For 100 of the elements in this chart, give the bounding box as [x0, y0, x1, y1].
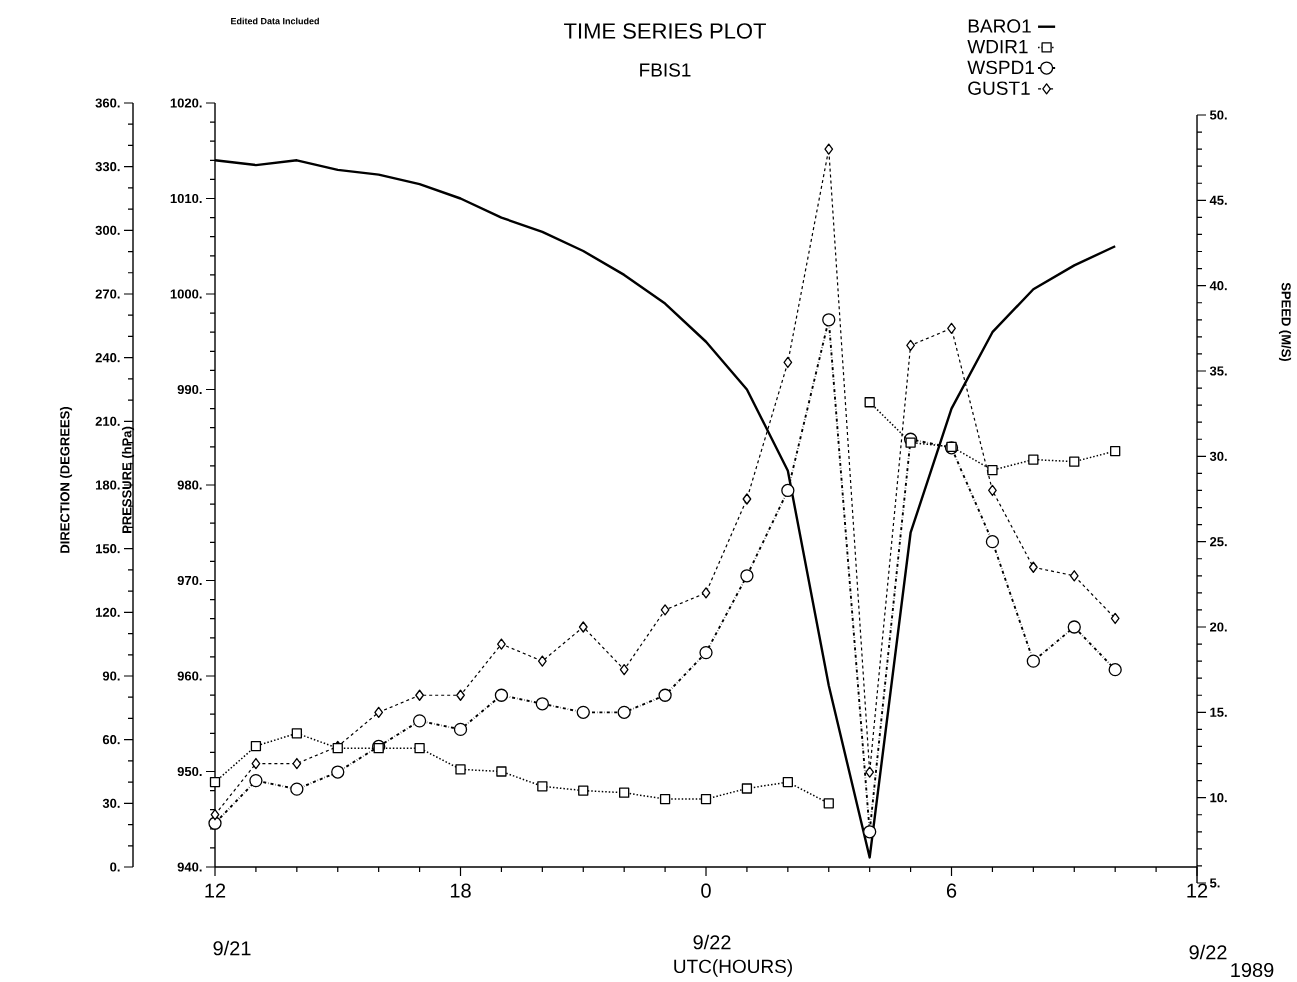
point	[823, 798, 834, 809]
y-tick-label: 120.	[95, 607, 120, 617]
y3-tick-label: 970.	[177, 575, 202, 586]
point	[619, 664, 629, 676]
y-tick-label: 270.	[95, 289, 120, 299]
y2-tick-label: 30.	[1209, 451, 1227, 461]
y3-tick-label: 1000.	[170, 289, 202, 299]
y2-tick-label: 20.	[1210, 622, 1227, 632]
point	[864, 397, 875, 408]
y3-tick-label: 1020.	[170, 98, 202, 108]
y2-tick-label: 15.	[1210, 707, 1227, 717]
point	[1067, 620, 1081, 634]
point	[783, 356, 793, 369]
point	[578, 785, 589, 796]
point	[985, 535, 1000, 549]
point	[1026, 654, 1040, 668]
y-tick-label: 360.	[95, 98, 120, 108]
y3-tick-label: 990.	[177, 384, 202, 395]
point	[742, 493, 752, 505]
y3-tick-label: 940.	[177, 862, 202, 872]
point	[865, 766, 875, 778]
point	[291, 728, 302, 739]
point	[700, 793, 712, 805]
point	[210, 809, 220, 821]
point	[741, 783, 753, 794]
point	[249, 773, 263, 788]
point	[208, 816, 222, 830]
text: 9/22	[693, 934, 731, 950]
point	[658, 688, 672, 702]
y3-axis-title: PRESSURE (hPa)	[121, 426, 135, 533]
point	[781, 483, 795, 498]
x-tick-label: 0	[701, 883, 711, 898]
y2-tick-label: 50.	[1209, 110, 1227, 120]
y2-axis-title: SPEED (M/S)	[1278, 282, 1292, 362]
point	[414, 743, 425, 754]
y-tick-label: 150.	[95, 544, 120, 554]
point	[863, 825, 877, 839]
point	[537, 655, 547, 667]
point	[453, 722, 468, 737]
point	[535, 697, 549, 711]
x-tick-label: 6	[946, 883, 957, 898]
point	[1110, 612, 1120, 625]
point	[660, 604, 670, 616]
x-tick-label: 18	[450, 883, 471, 898]
point	[373, 743, 384, 754]
x-axis-title: UTC(HOURS)	[674, 959, 792, 977]
point	[292, 757, 302, 770]
y-tick-label: 0.	[110, 862, 120, 872]
point	[1069, 570, 1079, 582]
point	[905, 437, 916, 448]
y3-tick-label: 950.	[177, 766, 202, 777]
legend-label: BARO1	[968, 19, 1031, 33]
y3-tick-label: 980.	[177, 480, 202, 490]
point	[496, 766, 507, 777]
y2-tick-label: 45.	[1209, 195, 1227, 205]
point	[209, 776, 221, 788]
point	[374, 706, 384, 718]
x-tick-label: 12	[1187, 883, 1208, 898]
text: 9/22	[1189, 944, 1227, 960]
point	[455, 764, 466, 775]
point	[537, 781, 548, 792]
point	[782, 776, 793, 788]
y-axis-title: DIRECTION (DEGREES)	[59, 406, 73, 553]
point	[740, 569, 754, 583]
y2-tick-label: 5.	[1209, 878, 1220, 888]
point	[1028, 454, 1039, 465]
point	[1028, 561, 1038, 573]
point	[415, 689, 424, 701]
y-tick-label: 210.	[95, 416, 120, 426]
y-tick-label: 330.	[95, 162, 120, 172]
chart-title: TIME SERIES PLOT	[564, 23, 766, 39]
point	[701, 587, 711, 599]
point	[494, 688, 509, 702]
point	[290, 782, 304, 796]
point	[1110, 445, 1121, 457]
text: 9/21	[213, 940, 251, 956]
y-tick-label: 30.	[102, 798, 120, 808]
y-tick-label: 240.	[95, 353, 120, 363]
point	[619, 787, 630, 798]
y2-tick-label: 40.	[1209, 281, 1227, 291]
y-tick-label: 90.	[102, 671, 120, 681]
point	[947, 322, 956, 334]
x-tick-label: 12	[205, 883, 226, 898]
y2-tick-label: 35.	[1209, 366, 1227, 376]
y3-tick-label: 960.	[177, 671, 202, 681]
text: Edited Data Included	[231, 17, 319, 25]
legend-label: GUST1	[968, 81, 1030, 95]
point	[250, 740, 262, 752]
point	[699, 645, 713, 660]
point	[659, 793, 671, 805]
text: 1989	[1231, 962, 1274, 978]
legend-label: WDIR1	[967, 40, 1028, 54]
point	[251, 757, 261, 770]
point	[331, 765, 345, 779]
point	[617, 705, 631, 719]
point	[1108, 663, 1122, 677]
y-tick-label: 180.	[95, 480, 120, 490]
point	[1069, 456, 1080, 467]
y2-tick-label: 10.	[1210, 793, 1227, 803]
point	[456, 689, 465, 701]
